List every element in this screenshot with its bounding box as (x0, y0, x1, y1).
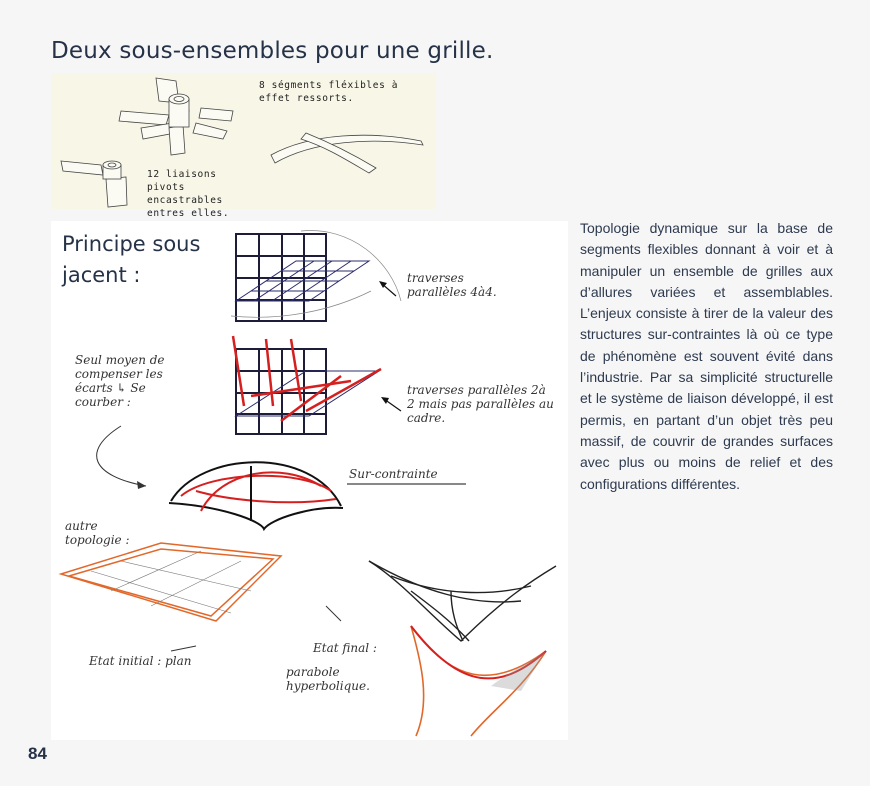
principle-sketches (58, 230, 557, 737)
annotation-etat-initial: Etat initial : plan (89, 654, 192, 668)
annotation-seul-moyen: Seul moyen de compenser les écarts ↳ Se … (75, 353, 165, 409)
page-title: Deux sous-ensembles pour une grille. (51, 38, 494, 64)
annotation-etat-final: Etat final : (313, 641, 377, 655)
components-drawing (60, 77, 424, 208)
page-number: 84 (28, 744, 47, 763)
components-panel: 8 ségments fléxibles à effet ressorts. 1… (51, 73, 436, 219)
annotation-traverses-2: traverses parallèles 2à 2 mais pas paral… (407, 383, 554, 425)
annotation-autre-topologie: autre topologie : (65, 519, 130, 547)
annotation-traverses-1: traverses parallèles 4à4. (407, 271, 497, 299)
principle-heading: Principe sous jacent : (62, 232, 201, 287)
description-text: Topologie dynamique sur la base de segme… (580, 220, 833, 492)
pivots-note: 12 liaisons pivots encastrables entres e… (147, 169, 230, 219)
annotation-sur-contrainte: Sur-contrainte (349, 467, 438, 481)
sketch-panel: Principe sous jacent : traverses parallè… (51, 221, 568, 740)
segments-note: 8 ségments fléxibles à effet ressorts. (259, 80, 399, 104)
annotation-parabole: parabole hyperbolique. (286, 665, 370, 693)
